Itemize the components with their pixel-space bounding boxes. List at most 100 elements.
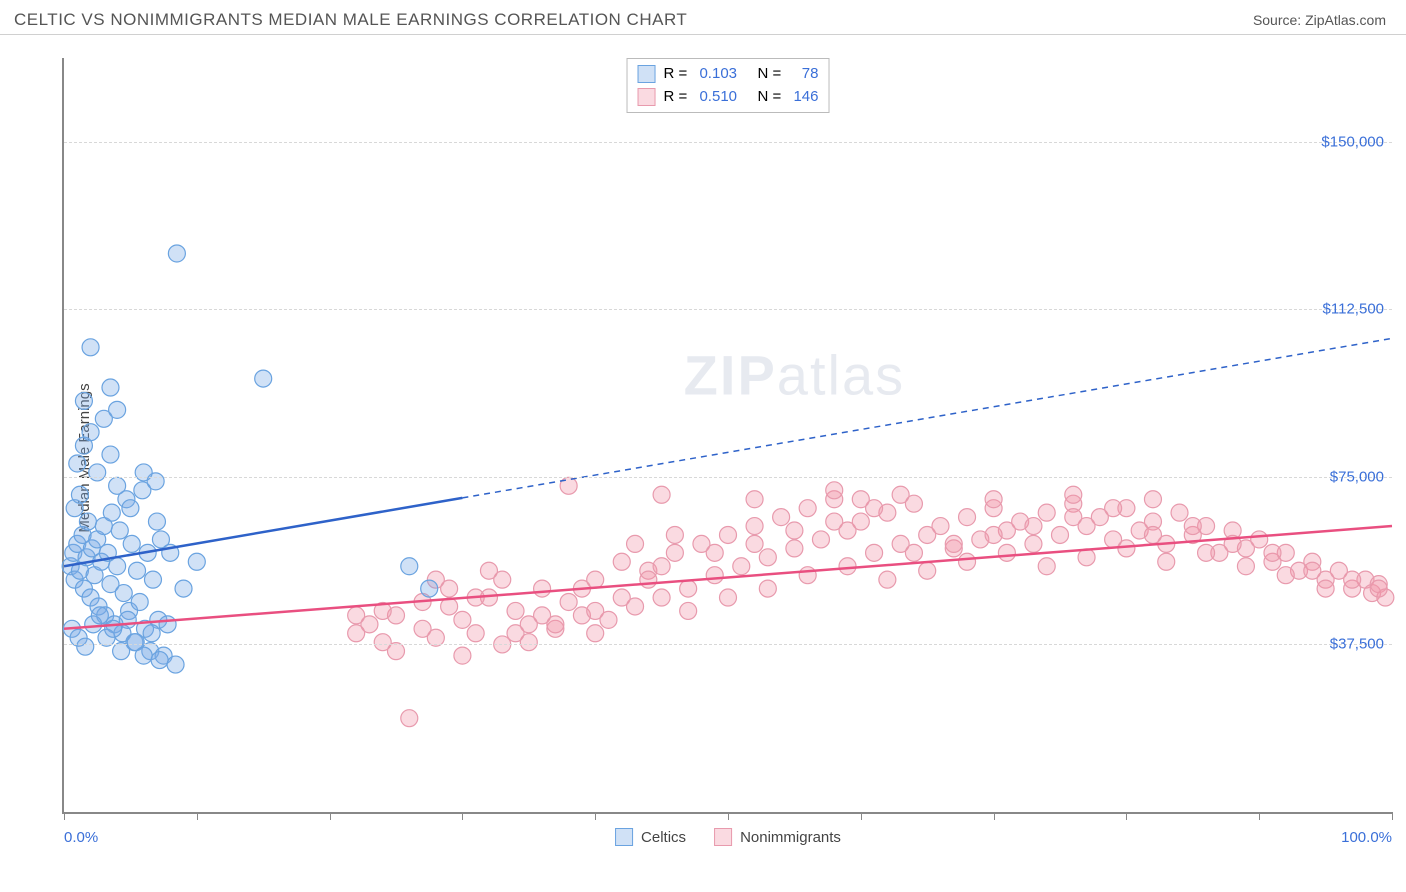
y-tick-label: $37,500 <box>1330 636 1384 653</box>
data-point <box>1277 567 1294 584</box>
data-point <box>879 571 896 588</box>
trend-line-extrapolated <box>462 338 1392 498</box>
data-point <box>547 616 564 633</box>
data-point <box>507 602 524 619</box>
data-point <box>135 464 152 481</box>
data-point <box>1038 504 1055 521</box>
data-point <box>799 500 816 517</box>
data-point <box>959 509 976 526</box>
data-point <box>1144 491 1161 508</box>
data-point <box>945 535 962 552</box>
data-point <box>959 553 976 570</box>
data-point <box>826 482 843 499</box>
data-point <box>143 625 160 642</box>
data-point <box>129 562 146 579</box>
data-point <box>151 652 168 669</box>
data-point <box>746 518 763 535</box>
chart-container: Median Male Earnings ZIPatlas R = 0.103 … <box>14 44 1392 872</box>
data-point <box>998 544 1015 561</box>
x-tick <box>462 812 463 820</box>
data-point <box>1171 504 1188 521</box>
data-point <box>79 513 96 530</box>
data-point <box>175 580 192 597</box>
data-point <box>812 531 829 548</box>
data-point <box>1118 540 1135 557</box>
data-point <box>1052 526 1069 543</box>
data-point <box>932 518 949 535</box>
gridline <box>64 142 1392 143</box>
data-point <box>401 558 418 575</box>
data-point <box>122 500 139 517</box>
data-point <box>799 567 816 584</box>
source-attribution: Source: ZipAtlas.com <box>1253 12 1386 28</box>
data-point <box>1344 571 1361 588</box>
data-point <box>102 379 119 396</box>
x-tick <box>197 812 198 820</box>
data-point <box>507 625 524 642</box>
legend-item-celtics: Celtics <box>615 828 686 846</box>
data-point <box>77 638 94 655</box>
data-point <box>421 580 438 597</box>
gridline <box>64 477 1392 478</box>
data-point <box>866 544 883 561</box>
x-tick <box>994 812 995 820</box>
swatch-celtics-icon <box>615 828 633 846</box>
data-point <box>1144 526 1161 543</box>
data-point <box>168 245 185 262</box>
data-point <box>733 558 750 575</box>
data-point <box>653 589 670 606</box>
data-point <box>534 580 551 597</box>
swatch-celtics-icon <box>638 65 656 83</box>
data-point <box>109 558 126 575</box>
data-point <box>89 464 106 481</box>
data-point <box>1317 580 1334 597</box>
data-point <box>613 553 630 570</box>
data-point <box>852 491 869 508</box>
x-tick <box>1259 812 1260 820</box>
data-point <box>680 602 697 619</box>
data-point <box>454 611 471 628</box>
data-point <box>109 401 126 418</box>
data-point <box>985 491 1002 508</box>
data-point <box>1184 518 1201 535</box>
data-point <box>148 513 165 530</box>
data-point <box>135 647 152 664</box>
data-point <box>71 486 88 503</box>
data-point <box>720 526 737 543</box>
data-point <box>144 571 161 588</box>
y-tick-label: $150,000 <box>1321 133 1384 150</box>
gridline <box>64 309 1392 310</box>
data-point <box>826 513 843 530</box>
data-point <box>123 535 140 552</box>
series-legend: Celtics Nonimmigrants <box>615 828 841 846</box>
data-point <box>919 562 936 579</box>
data-point <box>839 558 856 575</box>
x-tick <box>728 812 729 820</box>
legend-row-nonimmigrants: R = 0.510 N = 146 <box>638 86 819 109</box>
data-point <box>653 558 670 575</box>
data-point <box>82 424 99 441</box>
data-point <box>467 625 484 642</box>
data-point <box>786 522 803 539</box>
data-point <box>1251 531 1268 548</box>
legend-item-nonimmigrants: Nonimmigrants <box>714 828 841 846</box>
data-point <box>102 446 119 463</box>
data-point <box>666 526 683 543</box>
data-point <box>1038 558 1055 575</box>
data-point <box>653 486 670 503</box>
data-point <box>560 477 577 494</box>
data-point <box>69 455 86 472</box>
data-point <box>454 647 471 664</box>
data-point <box>560 593 577 610</box>
data-point <box>706 567 723 584</box>
scatter-svg <box>64 58 1392 812</box>
y-tick-label: $112,500 <box>1323 301 1384 318</box>
data-point <box>1065 486 1082 503</box>
data-point <box>348 607 365 624</box>
data-point <box>1304 562 1321 579</box>
y-tick-label: $75,000 <box>1330 468 1384 485</box>
data-point <box>627 535 644 552</box>
data-point <box>720 589 737 606</box>
data-point <box>746 535 763 552</box>
data-point <box>115 585 132 602</box>
